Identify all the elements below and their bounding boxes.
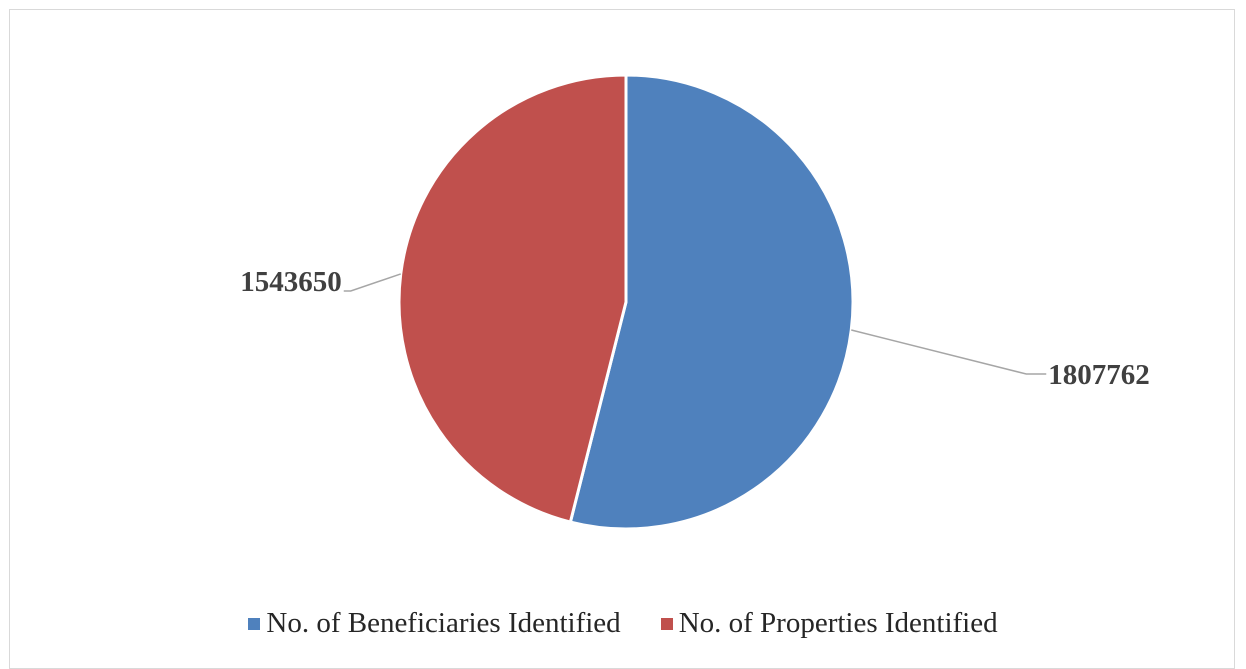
legend-item-properties: No. of Properties Identified: [660, 607, 998, 640]
data-labels: 1807762 1543650: [240, 266, 1150, 391]
legend-label-properties: No. of Properties Identified: [678, 607, 998, 639]
legend-item-beneficiaries: No. of Beneficiaries Identified: [248, 607, 621, 640]
chart-legend: No. of Beneficiaries Identified No. of P…: [0, 607, 1246, 640]
data-label-properties: 1543650: [240, 266, 342, 298]
pie-slice-beneficiaries: [568, 73, 855, 531]
leader-lines: [343, 273, 1047, 375]
legend-swatch-properties: [660, 617, 673, 630]
pie-slice-properties: [397, 73, 628, 524]
legend-label-beneficiaries: No. of Beneficiaries Identified: [266, 607, 621, 639]
pie-slices: [397, 73, 855, 531]
leader-line-beneficiaries: [851, 329, 1047, 375]
legend-swatch-beneficiaries: [248, 617, 261, 630]
leader-line-properties: [343, 273, 401, 292]
data-label-beneficiaries: 1807762: [1048, 359, 1150, 391]
